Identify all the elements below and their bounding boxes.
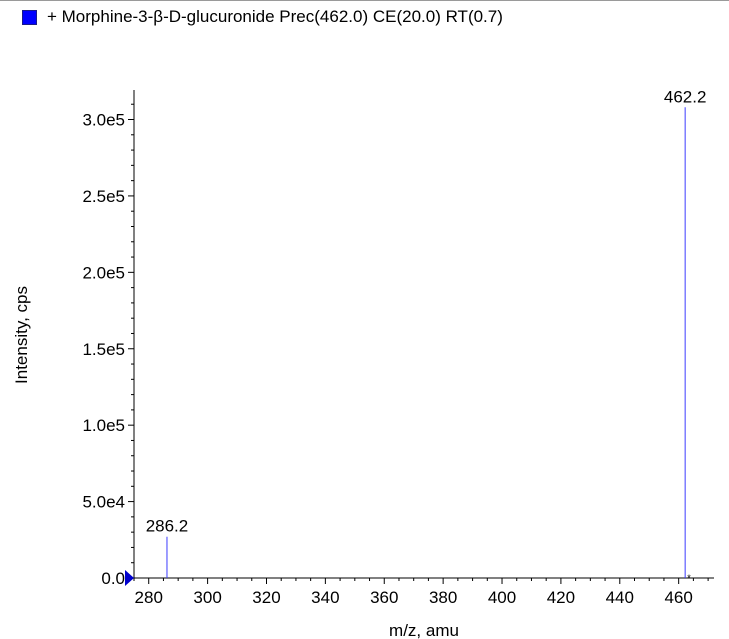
x-tick-label: 400 (488, 588, 516, 607)
x-tick-label: 380 (429, 588, 457, 607)
top-frame-line (0, 0, 729, 1)
y-tick-label: 1.0e5 (82, 416, 125, 435)
x-tick-label: 460 (664, 588, 692, 607)
x-tick-label: 300 (193, 588, 221, 607)
x-tick-label: 420 (547, 588, 575, 607)
annotations: * (687, 573, 691, 583)
y-axis-label: Intensity, cps (12, 286, 31, 384)
y-tick-label: 0.0 (101, 569, 125, 588)
y-ticks: 0.0 5.0e4 1.0e5 1.5e5 2.0e5 2.5e5 3.0e5 (82, 103, 134, 588)
x-tick-label: 340 (311, 588, 339, 607)
peak-label: 462.2 (664, 87, 707, 106)
legend-label: + Morphine-3-β-D-glucuronide Prec(462.0)… (47, 7, 503, 26)
x-axis-label: m/z, amu (389, 621, 459, 639)
x-tick-label: 360 (370, 588, 398, 607)
legend: + Morphine-3-β-D-glucuronide Prec(462.0)… (22, 6, 503, 28)
y-tick-label: 2.0e5 (82, 263, 125, 282)
peak-label: 286.2 (146, 517, 189, 536)
y-axis: 0.0 5.0e4 1.0e5 1.5e5 2.0e5 2.5e5 3.0e5 Intens… (12, 90, 135, 588)
x-ticks: 280 300 320 340 360 380 400 420 440 460 (133, 578, 709, 607)
x-tick-label: 320 (252, 588, 280, 607)
peaks: 286.2 462.2 (146, 87, 707, 578)
x-tick-label: 440 (606, 588, 634, 607)
x-tick-label: 280 (135, 588, 163, 607)
y-tick-label: 3.0e5 (82, 111, 125, 130)
legend-swatch[interactable] (22, 9, 37, 25)
baseline-marker-icon[interactable] (125, 570, 134, 586)
y-tick-label: 5.0e4 (82, 493, 125, 512)
x-axis: 280 300 320 340 360 380 400 420 440 460 m/z, amu (133, 577, 714, 639)
y-tick-label: 2.5e5 (82, 187, 125, 206)
peak-annotation: * (687, 573, 691, 583)
y-tick-label: 1.5e5 (82, 340, 125, 359)
